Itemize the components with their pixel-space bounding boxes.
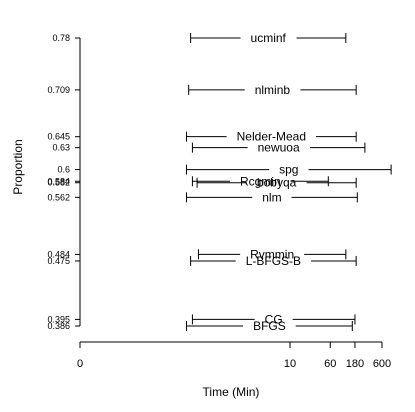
method-label: spg	[279, 163, 298, 177]
y-tick-label: 0.395	[47, 314, 70, 324]
method-label: Nelder-Mead	[237, 130, 306, 144]
interval-nlminb: nlminb	[188, 83, 357, 97]
y-tick-label: 0.63	[52, 143, 70, 153]
y-tick-label: 0.562	[47, 192, 70, 202]
method-label: ucminf	[251, 31, 287, 45]
interval-nelder-mead: Nelder-Mead	[186, 130, 357, 144]
y-tick-label: 0.6	[57, 165, 70, 175]
y-tick-label: 0.484	[47, 249, 70, 259]
method-label: BFGS	[253, 319, 286, 333]
x-tick-label: 600	[373, 358, 391, 370]
y-axis-title: Proportion	[11, 139, 25, 194]
method-label: L-BFGS-B	[246, 254, 301, 268]
method-label: Rcgmin	[240, 174, 281, 188]
interval-ucminf: ucminf	[190, 31, 347, 45]
y-tick-label: 0.582	[47, 178, 70, 188]
x-tick-label: 10	[284, 358, 296, 370]
y-tick-label: 0.475	[47, 256, 70, 266]
interval-rvmmin: Rvmmin	[197, 247, 347, 261]
interval-l-bfgs-b: L-BFGS-B	[190, 254, 357, 268]
method-label: nlm	[262, 190, 281, 204]
x-tick-label: 0	[77, 358, 83, 370]
method-label: newuoa	[258, 141, 300, 155]
method-label: Rvmmin	[250, 247, 294, 261]
y-tick-label: 0.584	[47, 176, 70, 186]
interval-bobyqa: bobyqa	[196, 176, 357, 190]
y-tick-label: 0.645	[47, 132, 70, 142]
interval-newuoa: newuoa	[191, 141, 366, 155]
y-tick-label: 0.386	[47, 321, 70, 331]
x-axis-title: Time (Min)	[203, 385, 260, 399]
method-label: CG	[265, 312, 283, 326]
interval-spg: spg	[186, 163, 392, 177]
interval-nlm: nlm	[186, 190, 358, 204]
x-tick-label: 60	[324, 358, 336, 370]
interval-rcgmin: Rcgmin	[191, 174, 329, 188]
interval-cg: CG	[191, 312, 356, 326]
method-label: bobyqa	[257, 176, 297, 190]
y-tick-label: 0.709	[47, 85, 70, 95]
x-tick-label: 180	[346, 358, 364, 370]
method-label: nlminb	[255, 83, 291, 97]
x-axis: 0 10 60 180 600	[77, 341, 391, 370]
y-tick-label: 0.78	[52, 33, 70, 43]
interval-bfgs: BFGS	[186, 319, 353, 333]
